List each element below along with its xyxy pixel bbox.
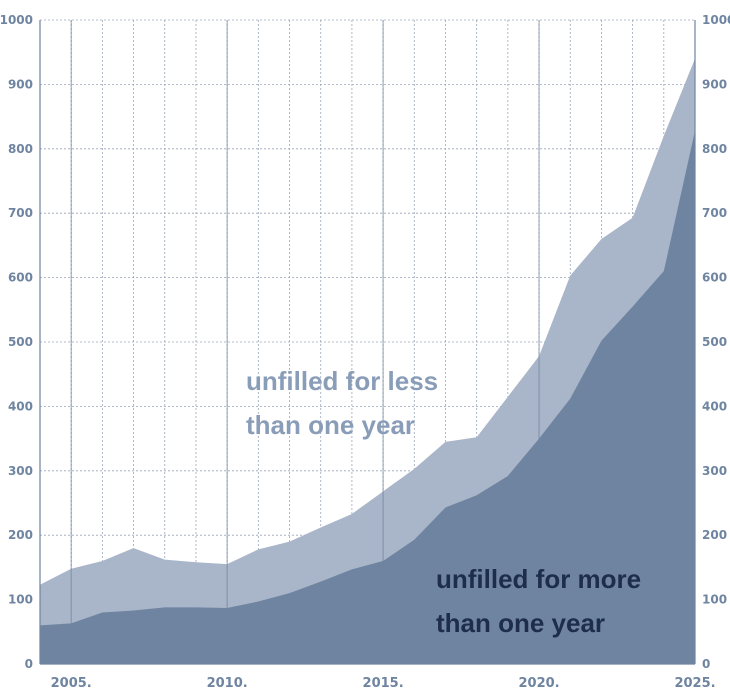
y-tick-right-600: 600 [702,271,727,285]
y-axis-left: 0 100 200 300 400 500 600 700 800 900 1000 [0,13,33,671]
y-tick-right-400: 400 [702,399,727,413]
series-label-2-line-2: than one year [436,608,605,638]
series-annotations: unfilled for less than one year unfilled f… [246,366,641,638]
y-tick-right-100: 100 [702,593,727,607]
y-tick-left-600: 600 [8,271,33,285]
y-tick-left-300: 300 [8,464,33,478]
y-tick-left-400: 400 [8,399,33,413]
area-series [40,58,695,664]
y-tick-right-700: 700 [702,206,727,220]
y-tick-left-500: 500 [8,335,33,349]
x-tick-2015: 2015. [363,676,404,691]
y-tick-left-0: 0 [25,657,33,671]
series-label-1-line-1: unfilled for less [246,366,438,396]
area-series-2 [40,130,695,664]
y-tick-right-0: 0 [702,657,710,671]
y-axis-right: 0 100 200 300 400 500 600 700 800 900 1000 [702,13,730,671]
series-label-1-line-2: than one year [246,410,415,440]
x-tick-2005: 2005. [51,676,92,691]
y-tick-right-800: 800 [702,142,727,156]
y-tick-left-800: 800 [8,142,33,156]
y-tick-right-300: 300 [702,464,727,478]
y-tick-right-200: 200 [702,528,727,542]
x-axis: 2005. 2010. 2015. 2020. 2025. [51,676,716,691]
x-tick-2025: 2025. [674,676,715,691]
y-tick-right-500: 500 [702,335,727,349]
y-tick-right-900: 900 [702,77,727,91]
y-tick-left-1000: 1000 [0,13,33,27]
y-tick-left-100: 100 [8,593,33,607]
x-tick-2020: 2020. [518,676,559,691]
y-tick-left-200: 200 [8,528,33,542]
series-label-2-line-1: unfilled for more [436,564,641,594]
y-tick-left-900: 900 [8,77,33,91]
axes [39,20,696,665]
y-tick-right-1000: 1000 [702,13,730,27]
x-tick-2010: 2010. [207,676,248,691]
y-tick-left-700: 700 [8,206,33,220]
